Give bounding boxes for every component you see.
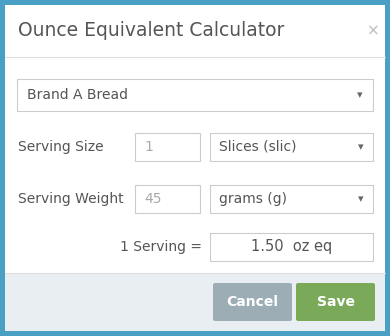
Text: Cancel: Cancel [227, 295, 278, 309]
Text: 1: 1 [144, 140, 153, 154]
Bar [135, 185, 200, 213]
Bar [210, 133, 373, 161]
Bar [5, 273, 385, 331]
Bar [135, 133, 200, 161]
Text: Slices (slic): Slices (slic) [219, 140, 296, 154]
Text: 45: 45 [144, 192, 161, 206]
Text: ▾: ▾ [358, 142, 364, 152]
Text: Serving Size: Serving Size [18, 140, 104, 154]
Bar [210, 233, 373, 261]
Text: ×: × [367, 24, 379, 39]
Text: ▾: ▾ [357, 90, 363, 100]
Text: ▾: ▾ [358, 194, 364, 204]
Text: Serving Weight: Serving Weight [18, 192, 124, 206]
Text: Save: Save [317, 295, 355, 309]
Text: grams (g): grams (g) [219, 192, 287, 206]
Bar [17, 79, 373, 111]
Text: Ounce Equivalent Calculator: Ounce Equivalent Calculator [18, 22, 284, 41]
Bar [210, 185, 373, 213]
FancyBboxPatch shape [213, 283, 292, 321]
Text: 1.50  oz eq: 1.50 oz eq [251, 240, 332, 254]
Text: 1 Serving =: 1 Serving = [120, 240, 202, 254]
FancyBboxPatch shape [296, 283, 375, 321]
Text: Brand A Bread: Brand A Bread [27, 88, 128, 102]
